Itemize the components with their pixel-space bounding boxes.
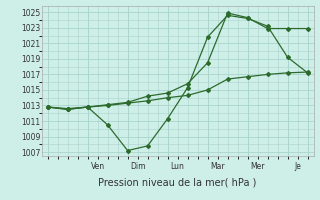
Text: Je: Je	[294, 162, 301, 171]
Text: Mar: Mar	[210, 162, 225, 171]
Text: Lun: Lun	[171, 162, 185, 171]
Text: Ven: Ven	[91, 162, 105, 171]
Text: Dim: Dim	[130, 162, 145, 171]
Text: Mer: Mer	[250, 162, 265, 171]
X-axis label: Pression niveau de la mer( hPa ): Pression niveau de la mer( hPa )	[99, 177, 257, 187]
